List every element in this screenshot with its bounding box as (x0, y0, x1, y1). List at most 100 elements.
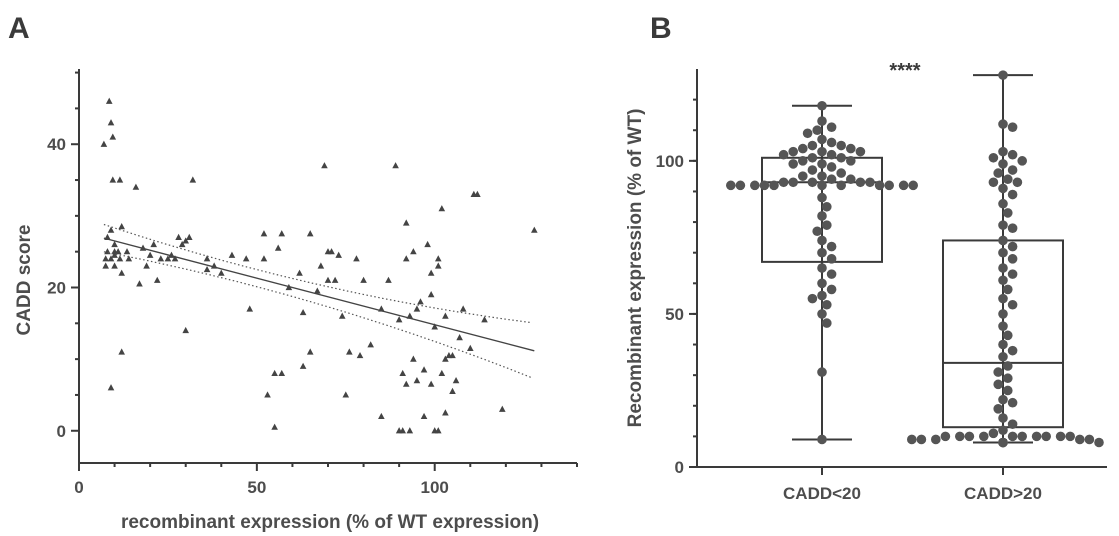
box-data-point (998, 235, 1008, 246)
scatter-point (203, 265, 211, 273)
box-data-point (817, 367, 827, 377)
scatter-point (356, 351, 364, 359)
box-data-point (817, 116, 827, 126)
box-data-point (1003, 385, 1013, 396)
scatter-point (385, 276, 392, 283)
box-data-point (998, 425, 1008, 436)
scatter-point (178, 240, 186, 248)
box-data-point (817, 146, 827, 157)
box-data-point (979, 431, 989, 442)
scatter-point (296, 269, 303, 276)
scatter-point (402, 219, 410, 226)
scatter-point (150, 240, 157, 248)
scatter-point (442, 409, 449, 416)
scatter-point (338, 312, 346, 319)
scatter-point (353, 255, 360, 262)
scatter-point (116, 176, 124, 183)
box-data-point (998, 146, 1008, 157)
scatter-point (278, 369, 286, 377)
scatter-point (399, 427, 406, 434)
box-data-point (817, 171, 827, 181)
box-data-point (846, 174, 856, 185)
box-data-point (798, 143, 808, 154)
box-data-point (855, 177, 866, 188)
box-data-point (817, 159, 827, 169)
box-data-point (807, 140, 818, 151)
box-data-point (998, 198, 1008, 209)
box-data-point (807, 177, 818, 188)
box-data-point (822, 299, 832, 310)
box-data-point (826, 241, 837, 252)
box-data-point (884, 180, 894, 191)
box-data-point (993, 379, 1003, 390)
scatter-point (427, 380, 435, 387)
box-data-point (817, 309, 827, 319)
box-data-point (778, 149, 789, 160)
scatter-point (410, 355, 417, 362)
scatter-point (481, 316, 488, 323)
scatter-point (217, 269, 225, 276)
scatter-y-axis-title: CADD score (14, 225, 35, 336)
scatter-y-tick-label: 40 (47, 135, 66, 154)
box-data-point (1007, 241, 1018, 252)
box-data-point (1007, 189, 1018, 200)
panel-b-letter: B (650, 12, 672, 45)
box-y-tick-label: 100 (656, 152, 684, 171)
box-data-point (998, 70, 1008, 80)
box-data-point (964, 431, 975, 442)
box-data-point (826, 137, 837, 148)
box-data-point (998, 119, 1008, 129)
scatter-point (271, 369, 278, 377)
scatter-point (123, 248, 131, 255)
box-data-point (998, 220, 1008, 230)
significance-label: **** (889, 60, 920, 82)
box-data-point (993, 168, 1003, 178)
scatter-point (171, 255, 179, 262)
box-data-point (1075, 434, 1085, 445)
scatter-plot-a: 0 20 40 0 50 100 CADD score recombinant expre… (14, 69, 578, 533)
iqr-box (761, 156, 883, 263)
box-data-point (1065, 431, 1075, 442)
scatter-point (427, 269, 435, 276)
box-data-point (817, 263, 827, 273)
box-category-label: CADD<20 (783, 484, 861, 503)
scatter-point (395, 316, 403, 323)
box-data-point (1012, 177, 1023, 188)
box-data-point (836, 168, 846, 178)
scatter-point (132, 183, 140, 190)
box-data-point (1007, 345, 1018, 356)
scatter-point (438, 205, 446, 212)
box-data-point (817, 211, 827, 221)
scatter-point (438, 369, 446, 377)
box-data-point (874, 180, 885, 191)
box-plot-b: 0 50 100 CADD<20 CADD>20 **** Recombinant ex… (625, 60, 1107, 503)
box-data-point (993, 367, 1003, 377)
scatter-point (335, 251, 342, 258)
box-data-point (826, 149, 837, 160)
scatter-point (228, 251, 236, 258)
scatter-point (182, 237, 190, 244)
scatter-x-tick-label: 100 (421, 478, 449, 497)
scatter-point (175, 233, 182, 240)
box-data-point (1003, 361, 1013, 371)
box-data-point (812, 125, 822, 136)
scatter-x-tick-label: 50 (247, 478, 266, 497)
box-data-point (1003, 208, 1013, 218)
scatter-point (182, 326, 190, 334)
scatter-point (306, 348, 314, 355)
scatter-point (299, 362, 307, 369)
scatter-point (203, 255, 211, 262)
scatter-x-axis-title: recombinant expression (% of WT expressi… (121, 512, 539, 533)
box-data-point (822, 220, 832, 230)
box-data-point (998, 321, 1008, 331)
scatter-point (456, 334, 463, 341)
scatter-point (317, 262, 325, 269)
box-data-point (940, 431, 951, 442)
scatter-point (109, 176, 117, 183)
box-data-point (988, 152, 999, 163)
scatter-point (420, 412, 428, 420)
box-data-point (817, 134, 827, 145)
box-data-point (1055, 431, 1066, 442)
scatter-point (321, 162, 328, 169)
